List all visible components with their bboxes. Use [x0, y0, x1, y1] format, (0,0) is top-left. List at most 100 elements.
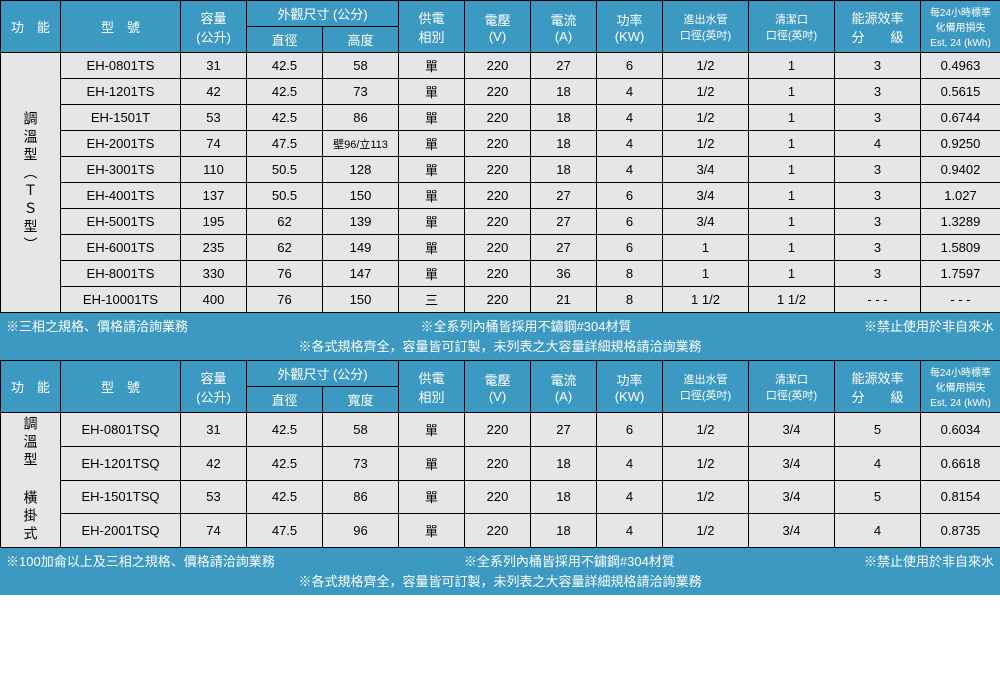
col-pipe: 進出水管 口徑(英吋) [663, 1, 749, 53]
table-row: EH-1501T5342.586單2201841/2130.6744 [1, 105, 1000, 131]
cell-clean: 1 [749, 53, 835, 79]
col-phase-bot: 相別 [418, 30, 444, 45]
cell-volt: 220 [465, 209, 531, 235]
cell-volt: 220 [465, 131, 531, 157]
cell-pipe: 1/2 [663, 446, 749, 480]
cell-volt: 220 [465, 413, 531, 447]
cell-capacity: 330 [181, 261, 247, 287]
cell-model: EH-1201TS [61, 79, 181, 105]
cell-est: 1.7597 [921, 261, 1000, 287]
note-2c: ※禁止使用於非自來水 [864, 552, 994, 572]
spec-table-1: 功 能 型 號 容量 (公升) 外觀尺寸 (公分) 供電 相別 電壓 (V) 電… [0, 0, 1000, 313]
col-clean: 清潔口 口徑(英吋) [749, 1, 835, 53]
cell-amp: 18 [531, 105, 597, 131]
col-phase: 供電 相別 [399, 1, 465, 53]
table-row: EH-2001TS7447.5壁96/立113單2201841/2140.925… [1, 131, 1000, 157]
cell-capacity: 110 [181, 157, 247, 183]
col2-model: 型 號 [61, 361, 181, 413]
cell-diameter: 76 [247, 261, 323, 287]
cell-height: 139 [323, 209, 399, 235]
cell-volt: 220 [465, 183, 531, 209]
col-function: 功 能 [1, 1, 61, 53]
cell-eff: 4 [835, 514, 921, 548]
col-diameter: 直徑 [247, 27, 323, 53]
cell-capacity: 400 [181, 287, 247, 313]
cell-pipe: 1/2 [663, 79, 749, 105]
col2-pipe: 進出水管 口徑(英吋) [663, 361, 749, 413]
col-pipe-top: 進出水管 [684, 14, 728, 26]
table-row: EH-3001TS11050.5128單2201843/4130.9402 [1, 157, 1000, 183]
cell-volt: 220 [465, 157, 531, 183]
cell-clean: 3/4 [749, 446, 835, 480]
cell-kw: 4 [597, 131, 663, 157]
cell-clean: 3/4 [749, 413, 835, 447]
col2-clean: 清潔口 口徑(英吋) [749, 361, 835, 413]
cell-kw: 4 [597, 514, 663, 548]
cell-capacity: 74 [181, 514, 247, 548]
cell-height: 150 [323, 183, 399, 209]
table-row: EH-1201TS4242.573單2201841/2130.5615 [1, 79, 1000, 105]
col2-capacity: 容量 (公升) [181, 361, 247, 413]
cell-phase: 單 [399, 413, 465, 447]
col-phase-top: 供電 [418, 11, 444, 26]
cell-eff: 3 [835, 183, 921, 209]
cell-diameter: 47.5 [247, 131, 323, 157]
cell-volt: 220 [465, 235, 531, 261]
cell-height: 147 [323, 261, 399, 287]
cell-kw: 6 [597, 413, 663, 447]
table-2-head: 功 能 型 號 容量 (公升) 外觀尺寸 (公分) 供電 相別 電壓 (V) 電… [1, 361, 1000, 413]
table-row: EH-1201TSQ4242.573單2201841/23/440.6618 [1, 446, 1000, 480]
cell-eff: 4 [835, 446, 921, 480]
cell-pipe: 3/4 [663, 209, 749, 235]
col2-volt: 電壓 (V) [465, 361, 531, 413]
cell-est: 0.6034 [921, 413, 1000, 447]
cell-kw: 8 [597, 287, 663, 313]
note-2a: ※100加侖以上及三相之規格、價格請洽詢業務 [6, 552, 275, 572]
cell-clean: 1 [749, 157, 835, 183]
col2-eff: 能源效率 分 級 [835, 361, 921, 413]
cell-kw: 4 [597, 105, 663, 131]
col-capacity-top: 容量 [200, 11, 226, 26]
category-ts: 調溫型（ＴＳ型） [1, 53, 61, 313]
col-kw: 功率 (KW) [597, 1, 663, 53]
cell-volt: 220 [465, 514, 531, 548]
col-eff-bot: 分 級 [851, 30, 903, 45]
cell-clean: 1 [749, 79, 835, 105]
cell-eff: 3 [835, 235, 921, 261]
cell-phase: 單 [399, 261, 465, 287]
cell-clean: 1 [749, 235, 835, 261]
cell-kw: 6 [597, 209, 663, 235]
col-height: 高度 [323, 27, 399, 53]
cell-eff: 5 [835, 413, 921, 447]
col-eff-top: 能源效率 [851, 11, 903, 26]
table-row: 調溫型 橫掛式EH-0801TSQ3142.558單2202761/23/450… [1, 413, 1000, 447]
cell-clean: 1 [749, 261, 835, 287]
col2-amp: 電流 (A) [531, 361, 597, 413]
cell-kw: 4 [597, 446, 663, 480]
cell-amp: 18 [531, 131, 597, 157]
cell-model: EH-1201TSQ [61, 446, 181, 480]
cell-pipe: 1/2 [663, 131, 749, 157]
cell-amp: 18 [531, 79, 597, 105]
cell-phase: 三 [399, 287, 465, 313]
cell-model: EH-8001TS [61, 261, 181, 287]
cell-clean: 1 [749, 105, 835, 131]
table-row: EH-6001TS23562149單2202761131.5809 [1, 235, 1000, 261]
cell-height: 128 [323, 157, 399, 183]
cell-capacity: 42 [181, 446, 247, 480]
table-row: EH-4001TS13750.5150單2202763/4131.027 [1, 183, 1000, 209]
col2-diameter: 直徑 [247, 387, 323, 413]
note-1a: ※三相之規格、價格請洽詢業務 [6, 317, 188, 337]
cell-diameter: 50.5 [247, 183, 323, 209]
table-row: EH-8001TS33076147單2203681131.7597 [1, 261, 1000, 287]
col-volt-bot: (V) [489, 29, 506, 44]
cell-eff: - - - [835, 287, 921, 313]
cell-pipe: 3/4 [663, 183, 749, 209]
cell-eff: 3 [835, 261, 921, 287]
cell-height: 86 [323, 480, 399, 514]
cell-amp: 18 [531, 157, 597, 183]
cell-est: 0.8154 [921, 480, 1000, 514]
table-row: EH-5001TS19562139單2202763/4131.3289 [1, 209, 1000, 235]
col-amp-top: 電流 [550, 13, 576, 28]
cell-diameter: 42.5 [247, 105, 323, 131]
